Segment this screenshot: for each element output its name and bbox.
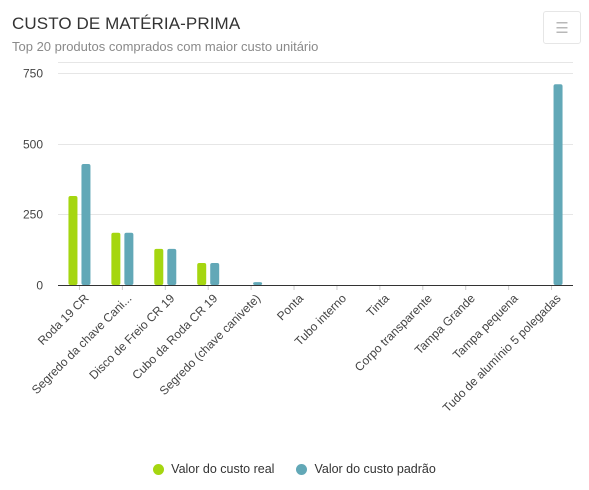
legend-marker-padrao xyxy=(296,463,308,475)
chart-subtitle: Top 20 produtos comprados com maior cust… xyxy=(12,39,319,54)
bar-real xyxy=(68,195,78,285)
bar-real xyxy=(154,248,164,285)
chart-menu-button[interactable]: ☰ xyxy=(543,11,581,44)
bar-padrao xyxy=(253,282,263,285)
legend-item-padrao[interactable]: Valor do custo padrão xyxy=(296,462,436,476)
bar-real xyxy=(197,262,207,285)
x-tick-label: Tinta xyxy=(364,291,393,320)
bar-padrao xyxy=(167,248,177,285)
legend-label-padrao: Valor do custo padrão xyxy=(314,462,436,476)
legend-marker-real xyxy=(153,463,165,475)
legend-item-real[interactable]: Valor do custo real xyxy=(153,462,274,476)
bar-padrao xyxy=(210,262,220,285)
bar-padrao xyxy=(124,232,134,285)
y-tick-label: 250 xyxy=(23,208,43,222)
hamburger-menu-icon: ☰ xyxy=(555,19,569,37)
y-tick-label: 750 xyxy=(23,67,43,81)
chart-title: CUSTO DE MATÉRIA-PRIMA xyxy=(12,14,241,33)
legend-label-real: Valor do custo real xyxy=(171,462,275,476)
bar-padrao xyxy=(553,84,563,285)
bar-real xyxy=(111,232,121,285)
bar-padrao xyxy=(81,164,91,285)
x-tick-label: Corpo transparente xyxy=(352,291,435,374)
x-tick-label: Ponta xyxy=(274,291,306,323)
y-tick-label: 500 xyxy=(23,138,43,152)
chart-legend: Valor do custo real Valor do custo padrã… xyxy=(0,462,589,476)
y-tick-label: 0 xyxy=(36,279,43,293)
